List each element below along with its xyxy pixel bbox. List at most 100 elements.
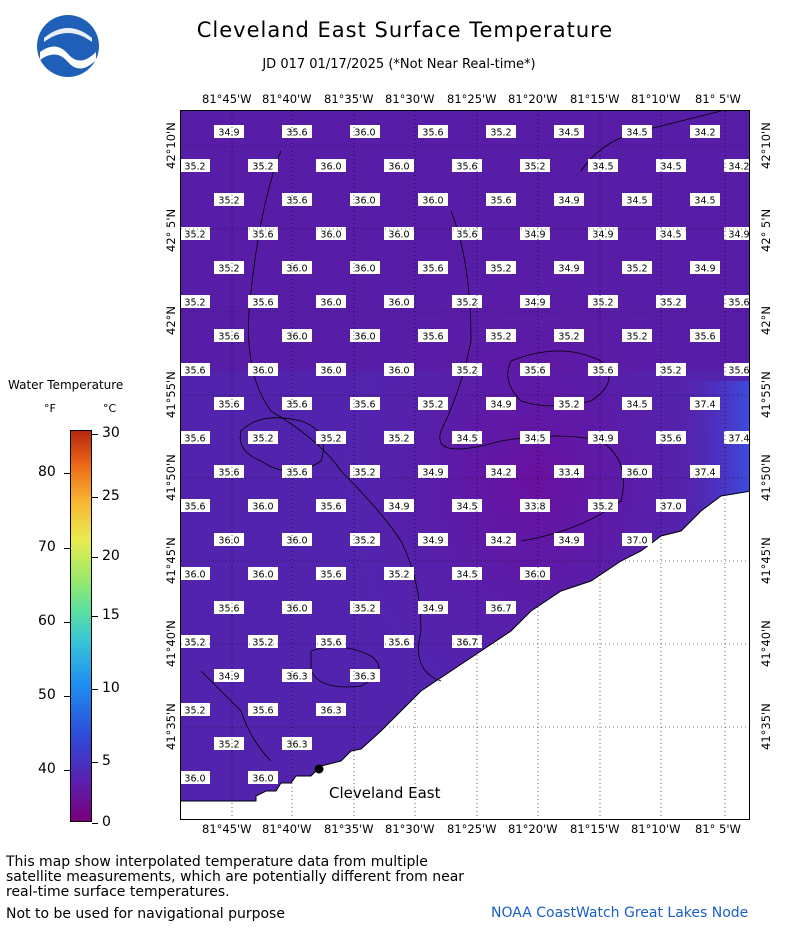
temperature-map: 34.9 35.6 36.0 35.6 35.2 34.5 34.5 34.2 35.2 35.2… xyxy=(180,110,750,820)
legend-tick-mark xyxy=(92,762,98,763)
svg-text:35.2: 35.2 xyxy=(218,740,239,751)
svg-text:35.6: 35.6 xyxy=(422,264,443,275)
svg-text:33.4: 33.4 xyxy=(558,468,579,479)
svg-text:36.0: 36.0 xyxy=(320,366,341,377)
temperature-value: 36.0 xyxy=(248,771,278,785)
temperature-value: 35.2 xyxy=(452,363,482,377)
temperature-value: 35.2 xyxy=(214,193,244,207)
svg-text:36.3: 36.3 xyxy=(354,672,375,683)
longitude-label-bottom: 81°20'W xyxy=(508,822,558,836)
temperature-value: 35.2 xyxy=(486,329,516,343)
svg-text:36.0: 36.0 xyxy=(626,468,647,479)
legend-tick-f: 40 xyxy=(38,761,56,777)
svg-text:36.0: 36.0 xyxy=(388,162,409,173)
legend-tick-mark xyxy=(64,770,70,771)
temperature-value: 35.6 xyxy=(316,499,346,513)
temperature-value: 35.2 xyxy=(350,601,380,615)
station-marker: Cleveland East xyxy=(314,764,441,802)
legend-tick-c: 5 xyxy=(102,753,111,769)
legend-tick-mark xyxy=(64,548,70,549)
temperature-value: 36.0 xyxy=(350,125,380,139)
svg-text:35.2: 35.2 xyxy=(626,332,647,343)
svg-text:35.2: 35.2 xyxy=(354,468,375,479)
svg-text:34.9: 34.9 xyxy=(524,230,545,241)
svg-text:35.2: 35.2 xyxy=(354,536,375,547)
temperature-value: 34.9 xyxy=(690,261,720,275)
longitude-label-bottom: 81°30'W xyxy=(385,822,435,836)
temperature-value: 36.0 xyxy=(282,601,312,615)
svg-text:36.0: 36.0 xyxy=(354,128,375,139)
longitude-label-bottom: 81°40'W xyxy=(262,822,312,836)
svg-text:36.3: 36.3 xyxy=(320,706,341,717)
svg-text:34.9: 34.9 xyxy=(592,230,613,241)
svg-text:35.2: 35.2 xyxy=(252,638,273,649)
temperature-value: 35.2 xyxy=(622,261,652,275)
svg-text:35.2: 35.2 xyxy=(456,298,477,309)
temperature-value: 35.6 xyxy=(452,159,482,173)
svg-text:36.0: 36.0 xyxy=(252,774,273,785)
svg-text:34.5: 34.5 xyxy=(660,162,681,173)
temperature-value: 35.2 xyxy=(350,465,380,479)
temperature-value: 37.4 xyxy=(724,431,749,445)
svg-text:36.0: 36.0 xyxy=(388,366,409,377)
svg-text:36.0: 36.0 xyxy=(354,332,375,343)
svg-text:36.0: 36.0 xyxy=(354,196,375,207)
temperature-value: 34.9 xyxy=(554,533,584,547)
svg-text:35.6: 35.6 xyxy=(218,468,239,479)
temperature-value: 35.6 xyxy=(214,397,244,411)
legend-unit-f: °F xyxy=(44,402,56,415)
temperature-value: 35.6 xyxy=(656,431,686,445)
temperature-value: 35.2 xyxy=(248,431,278,445)
longitude-label-bottom: 81°25'W xyxy=(447,822,497,836)
temperature-value: 35.2 xyxy=(214,737,244,751)
navigation-warning: Not to be used for navigational purpose xyxy=(6,906,285,922)
svg-text:36.0: 36.0 xyxy=(286,536,307,547)
svg-text:35.6: 35.6 xyxy=(422,128,443,139)
temperature-value: 35.6 xyxy=(214,601,244,615)
temperature-value: 35.6 xyxy=(214,465,244,479)
temperature-value: 34.5 xyxy=(622,193,652,207)
temperature-value: 36.3 xyxy=(316,703,346,717)
svg-text:34.5: 34.5 xyxy=(626,400,647,411)
svg-text:36.0: 36.0 xyxy=(388,230,409,241)
svg-text:34.5: 34.5 xyxy=(626,196,647,207)
svg-text:35.6: 35.6 xyxy=(320,502,341,513)
station-dot xyxy=(314,764,324,774)
temperature-value: 34.5 xyxy=(656,227,686,241)
longitude-label-top: 81°20'W xyxy=(508,92,558,106)
svg-text:36.0: 36.0 xyxy=(184,774,205,785)
temperature-value: 33.8 xyxy=(520,499,550,513)
svg-text:36.0: 36.0 xyxy=(320,298,341,309)
temperature-value: 34.9 xyxy=(554,261,584,275)
svg-text:36.0: 36.0 xyxy=(184,570,205,581)
svg-text:35.2: 35.2 xyxy=(592,298,613,309)
temperature-value: 34.9 xyxy=(486,397,516,411)
svg-text:35.6: 35.6 xyxy=(286,128,307,139)
svg-text:35.6: 35.6 xyxy=(252,298,273,309)
temperature-value: 34.9 xyxy=(724,227,749,241)
longitude-label-top: 81°10'W xyxy=(631,92,681,106)
temperature-value: 36.3 xyxy=(282,669,312,683)
svg-text:35.2: 35.2 xyxy=(660,366,681,377)
temperature-value: 36.0 xyxy=(622,465,652,479)
legend-tick-f: 80 xyxy=(38,464,56,480)
svg-text:34.9: 34.9 xyxy=(422,468,443,479)
temperature-labels: 34.9 35.6 36.0 35.6 35.2 34.5 34.5 34.2 35.2 35.2… xyxy=(181,125,749,785)
temperature-value: 35.2 xyxy=(418,397,448,411)
temperature-value: 35.6 xyxy=(316,635,346,649)
svg-text:35.6: 35.6 xyxy=(456,230,477,241)
temperature-value: 35.2 xyxy=(181,703,210,717)
shoreline xyxy=(181,490,749,802)
temperature-value: 36.0 xyxy=(418,193,448,207)
legend-colorbar xyxy=(70,430,92,822)
svg-text:36.0: 36.0 xyxy=(388,298,409,309)
svg-text:35.2: 35.2 xyxy=(660,298,681,309)
legend-tick-c: 20 xyxy=(102,548,120,564)
svg-text:35.2: 35.2 xyxy=(558,332,579,343)
temperature-value: 35.2 xyxy=(588,499,618,513)
map-title: Cleveland East Surface Temperature xyxy=(196,18,614,42)
latitude-label-right: 42° 5'N xyxy=(759,208,773,252)
legend-tick-c: 10 xyxy=(102,680,120,696)
longitude-label-top: 81°30'W xyxy=(385,92,435,106)
temperature-value: 36.0 xyxy=(214,533,244,547)
